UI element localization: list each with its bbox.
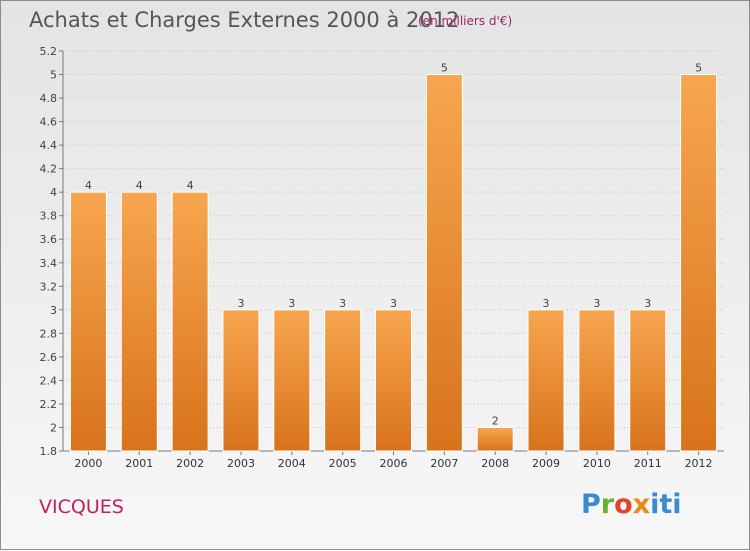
bar-value-label: 3: [339, 297, 346, 310]
bar-value-label: 4: [187, 179, 194, 192]
value-labels: 4 4 4 3 3 3 3 5 2 3 3 3 5: [85, 62, 702, 428]
bar: [324, 309, 362, 452]
y-tick-label: 4.6: [40, 116, 58, 129]
x-tick-label: 2005: [329, 457, 357, 470]
bar: [273, 309, 311, 452]
bar: [578, 309, 616, 452]
bar-value-label: 5: [441, 62, 448, 75]
y-tick-label: 4: [50, 186, 57, 199]
bars: [69, 74, 718, 452]
bar-value-label: 2: [492, 414, 499, 427]
x-tick-label: 2010: [583, 457, 611, 470]
bar: [222, 309, 260, 452]
y-tick-label: 1.8: [40, 445, 58, 458]
bar-value-label: 3: [543, 297, 550, 310]
bar: [69, 191, 107, 452]
bar: [680, 74, 718, 452]
bar-value-label: 3: [390, 297, 397, 310]
y-tick-labels: 1.8 2 2.2 2.4 2.6 2.8 3 3.2 3.4 3.6 3.8 4 4.2 4.4 4.6 4…: [40, 45, 58, 458]
x-tick-labels: 2000 2001 2002 2003 2004 2005 2006 2007 2008 2009…: [74, 457, 712, 470]
y-tick-label: 2.6: [40, 351, 58, 364]
chart-title: Achats et Charges Externes 2000 à 2012: [29, 8, 460, 32]
x-tick-label: 2007: [430, 457, 458, 470]
bar-value-label: 3: [288, 297, 295, 310]
y-tick-label: 5: [50, 69, 57, 82]
x-tick-label: 2000: [74, 457, 102, 470]
bar: [120, 191, 158, 452]
y-tick-label: 3.2: [40, 280, 58, 293]
bar-value-label: 3: [237, 297, 244, 310]
bar: [629, 309, 667, 452]
bar-value-label: 3: [644, 297, 651, 310]
bar: [171, 191, 209, 452]
y-tick-label: 4.8: [40, 92, 58, 105]
x-tick-label: 2003: [227, 457, 255, 470]
bar-value-label: 5: [695, 62, 702, 75]
y-tick-label: 2.8: [40, 327, 58, 340]
commune-name: VICQUES: [39, 496, 124, 518]
y-tick-label: 3.4: [40, 257, 58, 270]
y-tick-label: 3.8: [40, 210, 58, 223]
y-tick-label: 2.2: [40, 398, 58, 411]
y-tick-label: 3: [50, 304, 57, 317]
bar: [527, 309, 565, 452]
bar: [476, 426, 514, 452]
x-tick-label: 2009: [532, 457, 560, 470]
x-tick-label: 2012: [685, 457, 713, 470]
y-tick-label: 2.4: [40, 374, 58, 387]
bar-value-label: 4: [136, 179, 143, 192]
y-tick-label: 4.2: [40, 163, 58, 176]
x-tick-label: 2011: [634, 457, 662, 470]
y-tick-label: 3.6: [40, 233, 58, 246]
x-tick-label: 2006: [380, 457, 408, 470]
bar-value-label: 3: [593, 297, 600, 310]
bar-value-label: 4: [85, 179, 92, 192]
bar: [425, 74, 463, 452]
y-tick-label: 2: [50, 421, 57, 434]
y-tick-label: 4.4: [40, 139, 58, 152]
y-tick-label: 5.2: [40, 45, 58, 58]
x-tick-label: 2001: [125, 457, 153, 470]
chart-subtitle: (en milliers d'€): [418, 14, 513, 28]
proxiti-logo: Proxiti: [581, 489, 682, 520]
x-tick-label: 2004: [278, 457, 306, 470]
x-tick-label: 2008: [481, 457, 509, 470]
x-tick-label: 2002: [176, 457, 204, 470]
bar: [375, 309, 412, 452]
